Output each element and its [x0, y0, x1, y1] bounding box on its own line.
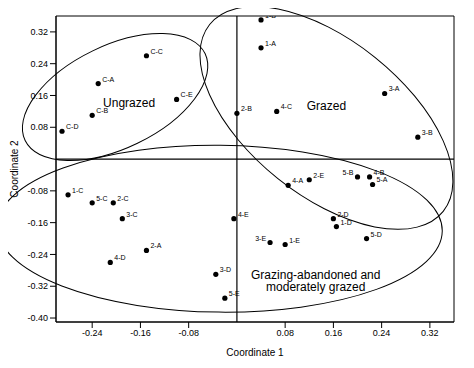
svg-text:0.24: 0.24 [30, 59, 48, 69]
svg-text:2-C: 2-C [117, 195, 128, 202]
svg-text:-0.32: -0.32 [27, 281, 48, 291]
svg-text:4-A: 4-A [292, 177, 303, 184]
svg-text:-0.40: -0.40 [27, 313, 48, 323]
svg-text:3-A: 3-A [389, 85, 400, 92]
svg-text:1-E: 1-E [289, 237, 300, 244]
svg-text:Grazing-abandoned andmoderatel: Grazing-abandoned andmoderately grazed [251, 268, 380, 294]
svg-text:C-C: C-C [150, 48, 162, 55]
svg-text:1-A: 1-A [265, 40, 276, 47]
svg-text:2-D: 2-D [337, 211, 348, 218]
svg-text:-0.24: -0.24 [82, 328, 103, 338]
svg-text:4-C: 4-C [281, 103, 292, 110]
svg-text:5-B: 5-B [343, 169, 354, 176]
svg-text:2-E: 2-E [313, 172, 324, 179]
svg-text:0.24: 0.24 [373, 328, 391, 338]
svg-text:C-D: C-D [66, 123, 78, 130]
svg-text:0.08: 0.08 [30, 122, 48, 132]
svg-text:C-A: C-A [102, 76, 114, 83]
svg-text:-0.16: -0.16 [27, 218, 48, 228]
svg-text:Grazed: Grazed [307, 99, 346, 113]
svg-text:5-E: 5-E [229, 290, 240, 297]
svg-text:C-B: C-B [96, 107, 108, 114]
svg-text:1-C: 1-C [72, 187, 83, 194]
svg-text:1-D: 1-D [340, 219, 351, 226]
svg-text:Coordinate 1: Coordinate 1 [226, 347, 284, 358]
svg-text:0.08: 0.08 [276, 328, 294, 338]
svg-text:5-C: 5-C [96, 195, 107, 202]
svg-text:-0.24: -0.24 [27, 250, 48, 260]
svg-text:4-D: 4-D [114, 254, 125, 261]
svg-text:0.16: 0.16 [30, 91, 48, 101]
svg-text:2-B: 2-B [241, 105, 252, 112]
svg-text:C-E: C-E [181, 91, 193, 98]
svg-text:-0.08: -0.08 [178, 328, 199, 338]
svg-text:3-B: 3-B [422, 129, 433, 136]
svg-text:Coordinate 2: Coordinate 2 [9, 140, 20, 198]
svg-text:0.16: 0.16 [325, 328, 343, 338]
svg-text:Ungrazed: Ungrazed [103, 96, 155, 110]
svg-text:3-E: 3-E [255, 235, 266, 242]
svg-text:-0.08: -0.08 [27, 186, 48, 196]
svg-text:5-A: 5-A [377, 176, 388, 183]
svg-text:3-D: 3-D [220, 266, 231, 273]
svg-text:4-B: 4-B [374, 169, 385, 176]
svg-text:-0.16: -0.16 [130, 328, 151, 338]
svg-text:5-D: 5-D [371, 231, 382, 238]
svg-text:0.32: 0.32 [30, 27, 48, 37]
svg-text:3-C: 3-C [126, 211, 137, 218]
svg-text:0.32: 0.32 [421, 328, 439, 338]
svg-text:1-B: 1-B [265, 16, 276, 19]
svg-text:2-A: 2-A [150, 242, 161, 249]
svg-text:4-E: 4-E [238, 211, 249, 218]
